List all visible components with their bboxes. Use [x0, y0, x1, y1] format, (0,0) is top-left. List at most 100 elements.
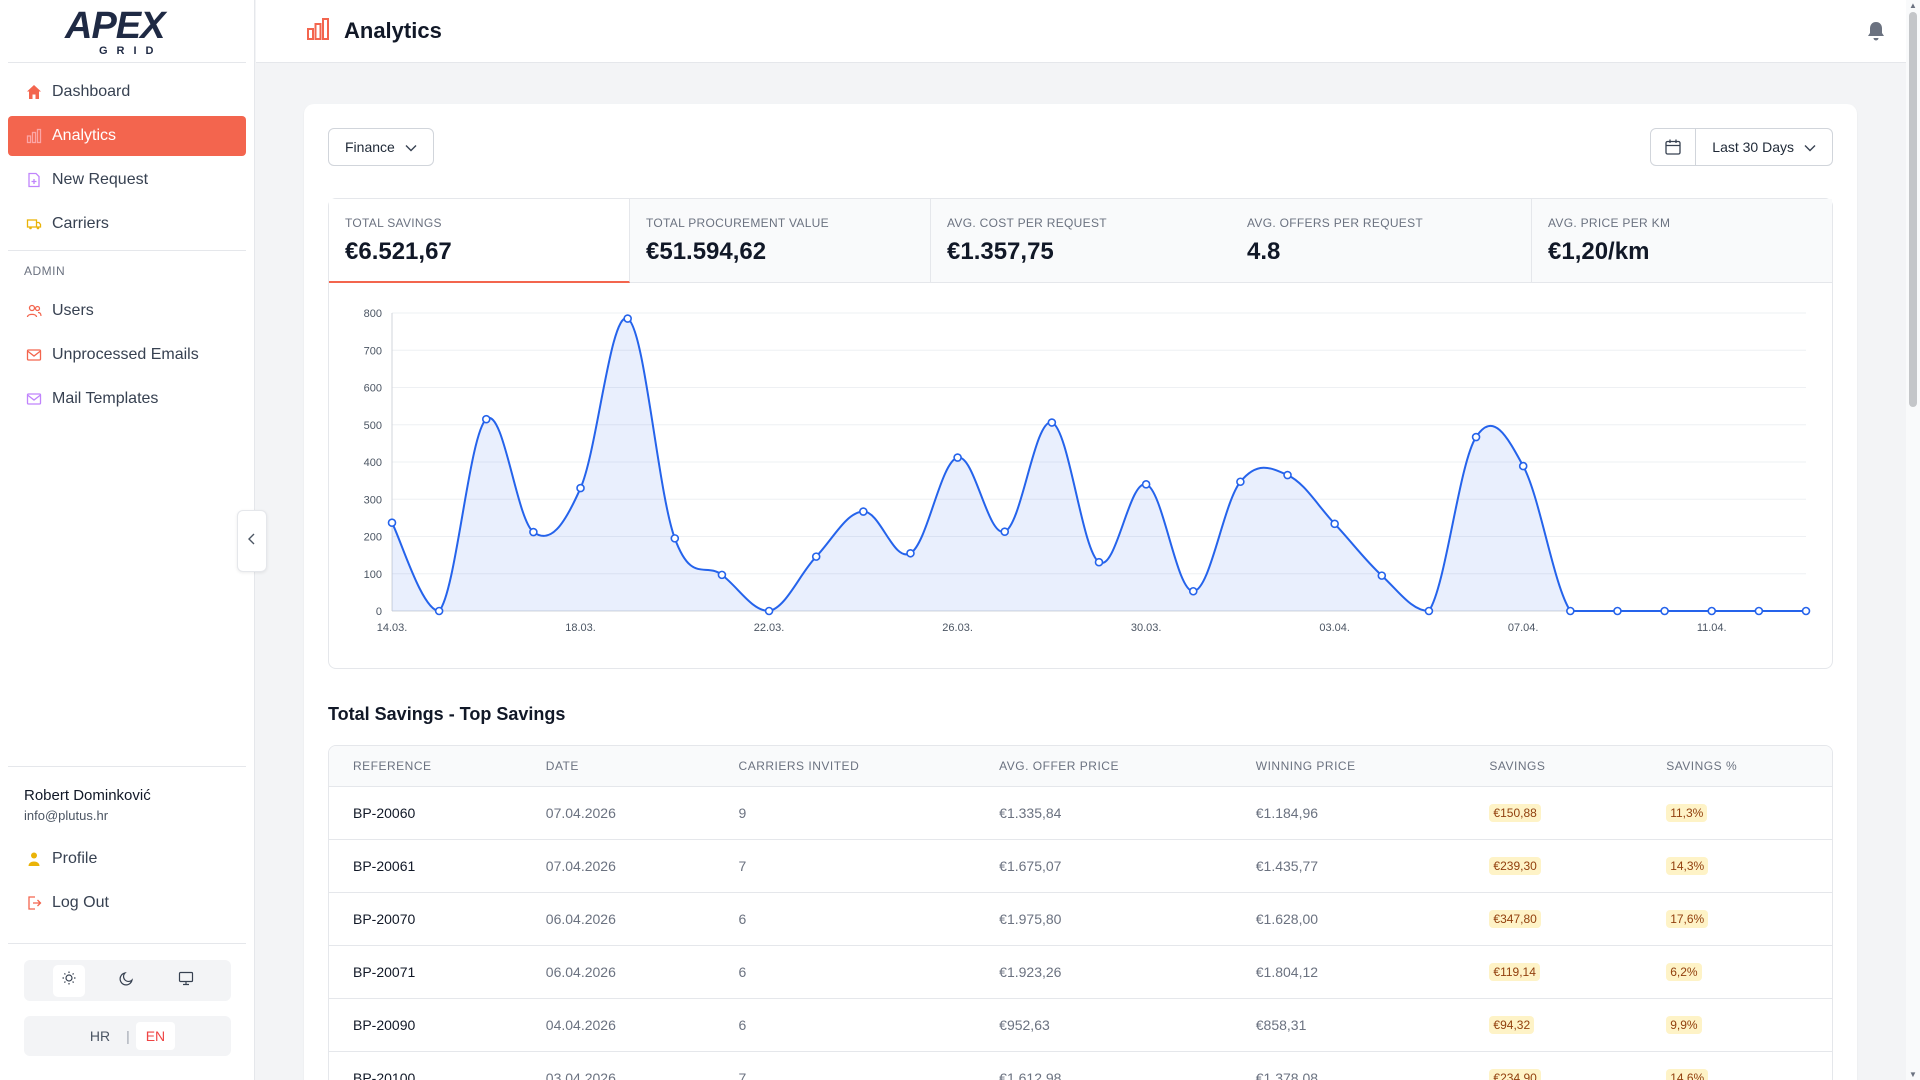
- light-theme-button[interactable]: [53, 964, 86, 997]
- column-header[interactable]: AVG. OFFER PRICE: [999, 758, 1119, 773]
- cell-avg-offer-price: €1.335,84: [999, 804, 1062, 821]
- category-dropdown[interactable]: Finance: [328, 128, 434, 166]
- y-tick-label: 400: [364, 457, 382, 469]
- y-tick-label: 300: [364, 494, 382, 506]
- savings-badge: €347,80: [1489, 909, 1541, 928]
- column-header[interactable]: CARRIERS INVITED: [738, 758, 860, 773]
- data-point: [387, 518, 397, 528]
- bell-icon[interactable]: [1866, 20, 1886, 47]
- data-point: [811, 552, 821, 561]
- category-dropdown-value: Finance: [345, 139, 395, 155]
- data-point: [1377, 571, 1387, 580]
- column-header[interactable]: DATE: [545, 758, 579, 773]
- page-scrollbar[interactable]: ▲ ▼: [1906, 0, 1920, 1080]
- chevron-left-icon: [247, 532, 257, 550]
- language-switcher: HR | EN: [24, 1016, 231, 1056]
- date-range-picker[interactable]: Last 30 Days: [1650, 128, 1833, 166]
- data-point: [481, 414, 491, 424]
- user-name: Robert Dominković: [24, 787, 151, 804]
- metric-total-savings[interactable]: TOTAL SAVINGS €6.521,67: [329, 199, 630, 283]
- sidebar-item-mail-templates[interactable]: Mail Templates: [8, 379, 246, 419]
- data-point: [1518, 461, 1528, 471]
- x-tick-label: 07.04.: [1508, 622, 1539, 634]
- table-row[interactable]: BP-20070 06.04.2026 6 €1.975,80 €1.628,00 €34…: [329, 892, 1832, 945]
- table-title: Total Savings - Top Savings: [328, 704, 566, 724]
- data-point: [529, 527, 538, 537]
- table-row[interactable]: BP-20071 06.04.2026 6 €1.923,26 €1.804,12 €11…: [329, 945, 1832, 998]
- cell-winning-price: €1.804,12: [1255, 963, 1319, 980]
- main-nav: Dashboard Analytics New Request Carriers…: [0, 63, 254, 419]
- metric-value: €1.357,75: [947, 238, 1054, 265]
- user-block: Robert Dominković info@plutus.hr Profile…: [8, 766, 246, 927]
- sidebar-item-dashboard[interactable]: Dashboard: [8, 72, 246, 112]
- language-hr-button[interactable]: HR: [89, 1028, 111, 1044]
- metric-label: AVG. PRICE PER KM: [1548, 216, 1671, 230]
- metric-avg-offers-per-request[interactable]: AVG. OFFERS PER REQUEST 4.8: [1231, 199, 1532, 283]
- x-tick-label: 30.03.: [1131, 622, 1162, 634]
- sidebar-item-label: Profile: [52, 850, 98, 867]
- cell-savings: €239,30: [1465, 839, 1642, 892]
- cell-carriers-invited: 6: [738, 910, 747, 927]
- cell-avg-offer-price: €1.612,98: [999, 1069, 1062, 1080]
- cell-savings-percent: 14,6%: [1642, 1051, 1832, 1080]
- data-point: [1330, 519, 1339, 529]
- y-tick-label: 0: [376, 606, 382, 618]
- x-tick-label: 18.03.: [565, 622, 596, 634]
- cell-savings-percent: 11,3%: [1642, 786, 1832, 839]
- collapse-sidebar-button[interactable]: [237, 510, 267, 572]
- data-point: [1424, 606, 1434, 616]
- y-tick-label: 200: [364, 532, 382, 544]
- cell-savings-percent: 17,6%: [1642, 892, 1832, 945]
- metric-avg-cost-per-request[interactable]: AVG. COST PER REQUEST €1.357,75: [931, 199, 1231, 283]
- sidebar-item-unprocessed-emails[interactable]: Unprocessed Emails: [8, 335, 246, 375]
- column-header[interactable]: SAVINGS: [1489, 758, 1546, 773]
- logo[interactable]: APEX GRID: [8, 0, 246, 63]
- system-theme-button[interactable]: [170, 965, 202, 997]
- metric-label: AVG. COST PER REQUEST: [947, 216, 1107, 230]
- column-header[interactable]: WINNING PRICE: [1255, 758, 1356, 773]
- table-row[interactable]: BP-20090 04.04.2026 6 €952,63 €858,31 €94,32 9…: [329, 998, 1832, 1051]
- metric-total-procurement-value[interactable]: TOTAL PROCUREMENT VALUE €51.594,62: [630, 199, 931, 283]
- savings-badge: €234,90: [1489, 1068, 1541, 1080]
- cell-avg-offer-price: €1.675,07: [999, 857, 1062, 874]
- scroll-down-icon[interactable]: ▼: [1909, 1070, 1917, 1079]
- sidebar-item-analytics[interactable]: Analytics: [8, 116, 246, 156]
- savings-chart: 0 100 200 300 400 500 600 700 800 14.03. 18.03. 22.…: [328, 283, 1833, 669]
- savings-badge: €239,30: [1489, 856, 1541, 875]
- sidebar-item-carriers[interactable]: Carriers: [8, 204, 246, 244]
- table-row[interactable]: BP-20100 03.04.2026 7 €1.612,98 €1.378,08 €23…: [329, 1051, 1832, 1080]
- sidebar-item-users[interactable]: Users: [8, 291, 246, 331]
- language-en-button[interactable]: EN: [135, 1022, 176, 1050]
- metric-label: AVG. OFFERS PER REQUEST: [1247, 216, 1424, 230]
- scroll-thumb[interactable]: [1909, 12, 1917, 407]
- sidebar-item-new-request[interactable]: New Request: [8, 160, 246, 200]
- metric-avg-price-per-km[interactable]: AVG. PRICE PER KM €1,20/km: [1532, 199, 1832, 283]
- admin-section-label: ADMIN: [24, 264, 66, 278]
- cell-winning-price: €1.435,77: [1255, 857, 1319, 874]
- table-row[interactable]: BP-20061 07.04.2026 7 €1.675,07 €1.435,77 €23…: [329, 839, 1832, 892]
- cell-carriers-invited: 7: [738, 1069, 747, 1080]
- bar-chart-icon: [306, 17, 330, 46]
- table-row[interactable]: BP-20060 07.04.2026 9 €1.335,84 €1.184,96 €15…: [329, 786, 1832, 839]
- sidebar-item-label: Carriers: [52, 215, 109, 232]
- sidebar-item-label: Analytics: [52, 127, 117, 144]
- user-icon: [24, 849, 44, 869]
- savings-percent-badge: 17,6%: [1666, 909, 1709, 928]
- cell-carriers-invited: 9: [738, 804, 747, 821]
- calendar-icon[interactable]: [1651, 129, 1697, 165]
- cell-avg-offer-price: €952,63: [999, 1016, 1050, 1033]
- dark-theme-button[interactable]: [111, 965, 143, 997]
- data-point: [906, 548, 915, 558]
- cell-date: 03.04.2026: [545, 1069, 616, 1080]
- savings-percent-badge: 14,3%: [1666, 856, 1709, 875]
- scroll-up-icon[interactable]: ▲: [1909, 1, 1917, 10]
- sidebar-item-profile[interactable]: Profile: [8, 839, 246, 879]
- column-header[interactable]: SAVINGS %: [1666, 758, 1738, 773]
- column-header[interactable]: REFERENCE: [353, 758, 432, 773]
- document-plus-icon: [24, 170, 44, 190]
- sidebar-item-logout[interactable]: Log Out: [8, 883, 246, 923]
- metric-value: €1,20/km: [1548, 238, 1650, 265]
- moon-icon: [119, 970, 135, 991]
- savings-badge: €119,14: [1489, 962, 1540, 981]
- sidebar: APEX GRID Dashboard Analytics New Reques…: [0, 0, 255, 1080]
